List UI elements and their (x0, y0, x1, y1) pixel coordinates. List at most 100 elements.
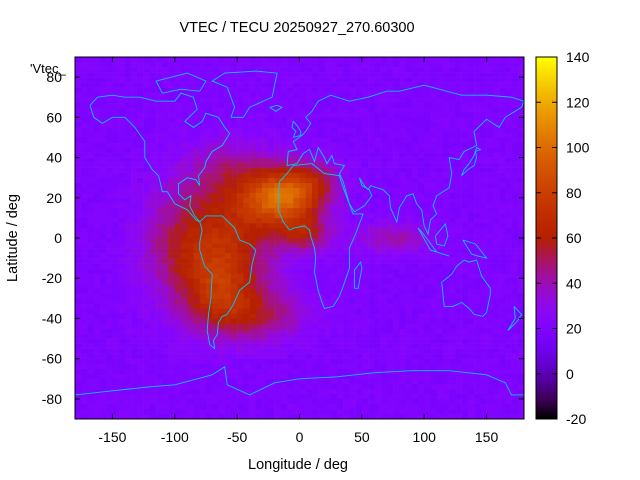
heatmap-cell (455, 217, 462, 224)
heatmap-cell (81, 197, 88, 204)
heatmap-cell (474, 177, 481, 183)
heatmap-cell (255, 207, 263, 214)
heatmap-cell (205, 238, 213, 244)
heatmap-cell (87, 358, 95, 364)
heatmap-cell (218, 323, 225, 329)
heatmap-cell (162, 373, 169, 380)
heatmap-cell (442, 117, 450, 123)
heatmap-cell (168, 112, 176, 118)
heatmap-cell (156, 142, 163, 148)
heatmap-cell (461, 72, 469, 78)
heatmap-cell (237, 192, 244, 199)
heatmap-cell (181, 157, 188, 163)
heatmap-cell (305, 97, 313, 103)
heatmap-cell (212, 348, 219, 354)
heatmap-cell (361, 403, 369, 410)
heatmap-cell (318, 328, 325, 334)
heatmap-cell (143, 313, 151, 319)
heatmap-cell (486, 142, 494, 148)
heatmap-cell (137, 238, 144, 244)
heatmap-cell (99, 303, 107, 309)
heatmap-cell (168, 92, 176, 98)
heatmap-cell (99, 172, 107, 178)
heatmap-cell (199, 87, 207, 93)
heatmap-cell (455, 207, 462, 214)
heatmap-cell (99, 298, 107, 304)
heatmap-cell (118, 253, 126, 259)
heatmap-cell (368, 273, 375, 279)
heatmap-cell (386, 167, 394, 173)
heatmap-cell (361, 112, 369, 118)
heatmap-cell (368, 343, 375, 349)
heatmap-cell (262, 227, 269, 234)
heatmap-cell (492, 253, 500, 259)
heatmap-cell (237, 393, 244, 400)
heatmap-cell (299, 107, 307, 113)
heatmap-cell (486, 358, 494, 364)
heatmap-cell (131, 62, 138, 68)
heatmap-cell (149, 373, 157, 380)
heatmap-cell (424, 107, 431, 113)
heatmap-cell (156, 172, 163, 178)
heatmap-cell (461, 207, 469, 214)
heatmap-cell (474, 157, 481, 163)
heatmap-cell (224, 207, 232, 214)
heatmap-cell (492, 157, 500, 163)
heatmap-cell (318, 187, 325, 194)
heatmap-cell (205, 232, 213, 239)
heatmap-cell (355, 398, 363, 405)
heatmap-cell (224, 338, 232, 344)
heatmap-cell (205, 87, 213, 93)
heatmap-cell (243, 227, 250, 234)
heatmap-cell (212, 328, 219, 334)
heatmap-cell (393, 323, 400, 329)
heatmap-cell (181, 152, 188, 158)
heatmap-cell (474, 278, 481, 284)
heatmap-cell (393, 117, 400, 123)
heatmap-cell (393, 238, 400, 244)
heatmap-cell (474, 152, 481, 158)
heatmap-cell (137, 107, 144, 113)
heatmap-cell (249, 318, 257, 324)
heatmap-cell (324, 303, 331, 309)
heatmap-cell (492, 212, 500, 219)
heatmap-cell (168, 368, 176, 375)
heatmap-cell (424, 398, 431, 405)
heatmap-cell (480, 62, 487, 68)
heatmap-cell (355, 82, 363, 88)
heatmap-cell (181, 373, 188, 380)
heatmap-cell (93, 132, 101, 138)
heatmap-cell (280, 353, 288, 359)
heatmap-cell (274, 268, 282, 274)
heatmap-cell (99, 273, 107, 279)
heatmap-cell (399, 258, 406, 264)
heatmap-cell (181, 92, 188, 98)
heatmap-cell (467, 72, 475, 78)
heatmap-cell (324, 92, 331, 98)
heatmap-cell (193, 288, 201, 294)
heatmap-cell (293, 187, 300, 194)
heatmap-cell (355, 253, 363, 259)
heatmap-cell (162, 398, 169, 405)
heatmap-cell (399, 122, 406, 128)
heatmap-cell (255, 202, 263, 209)
heatmap-cell (430, 72, 437, 78)
heatmap-cell (243, 142, 250, 148)
heatmap-cell (293, 177, 300, 183)
heatmap-cell (349, 67, 356, 73)
heatmap-cell (417, 243, 425, 249)
heatmap-cell (99, 258, 107, 264)
heatmap-cell (299, 222, 307, 229)
heatmap-cell (93, 343, 101, 349)
heatmap-cell (218, 227, 225, 234)
heatmap-cell (237, 308, 244, 314)
heatmap-cell (187, 227, 194, 234)
heatmap-cell (243, 313, 250, 319)
heatmap-cell (405, 127, 413, 133)
heatmap-cell (249, 217, 257, 224)
heatmap-cell (99, 97, 107, 103)
heatmap-cell (430, 273, 437, 279)
heatmap-cell (81, 388, 88, 395)
heatmap-cell (505, 338, 512, 344)
heatmap-cell (137, 112, 144, 118)
